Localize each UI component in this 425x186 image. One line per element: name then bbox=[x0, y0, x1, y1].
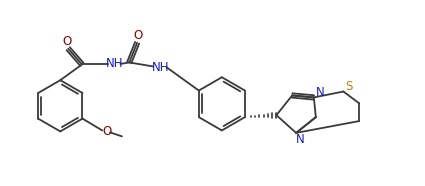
Text: N: N bbox=[315, 86, 324, 99]
Text: S: S bbox=[346, 80, 353, 93]
Text: O: O bbox=[102, 125, 112, 138]
Text: NH: NH bbox=[152, 61, 170, 74]
Text: NH: NH bbox=[106, 57, 123, 70]
Text: O: O bbox=[133, 29, 143, 42]
Text: N: N bbox=[296, 133, 304, 146]
Text: O: O bbox=[62, 35, 72, 48]
